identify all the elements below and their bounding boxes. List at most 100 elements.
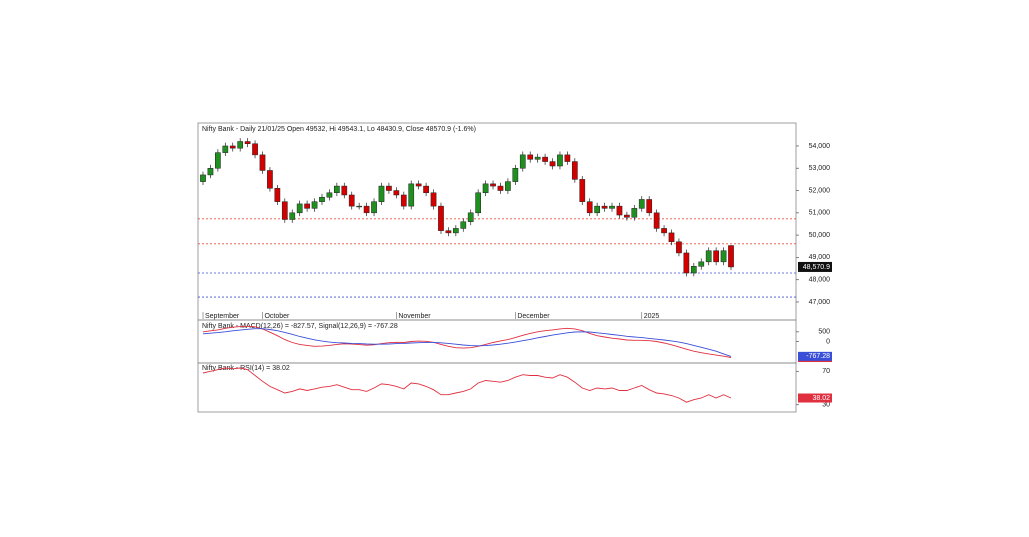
x-tick-label: November (398, 313, 431, 320)
candle-body (713, 250, 719, 263)
candle-body (386, 185, 392, 191)
candle-body (423, 185, 429, 194)
y-tick-label: 50,000 (809, 232, 831, 239)
candle-body (200, 174, 206, 182)
price-title: Nifty Bank - Daily 21/01/25 Open 49532, … (202, 126, 476, 133)
series-line (202, 328, 732, 357)
candle-body (519, 154, 526, 169)
candle-body (668, 232, 675, 243)
candle-body (334, 185, 340, 194)
background (198, 123, 834, 412)
x-tick-label: October (264, 313, 290, 320)
candle-body (624, 214, 630, 218)
candle-body (586, 201, 593, 214)
candle-body (311, 201, 318, 209)
candle-body (319, 196, 325, 202)
candle-body (244, 141, 251, 144)
candle-body (229, 145, 236, 149)
candle-body (631, 208, 638, 218)
candle-body (281, 201, 288, 220)
x-tick-label: December (517, 313, 550, 320)
candle-body (638, 199, 645, 209)
rsi-frame (197, 362, 797, 413)
y-tick-label: 48,000 (809, 277, 831, 284)
candle-body (720, 250, 727, 263)
candle-body (467, 212, 474, 222)
candle-body (356, 205, 363, 208)
y-tick-label: 54,000 (809, 143, 831, 150)
candle-body (296, 203, 303, 214)
candle-body (363, 205, 370, 214)
candle-body (222, 145, 229, 153)
macd-title: Nifty Bank - MACD(12,26) = -827.57, Sign… (202, 323, 398, 330)
candle-body (445, 230, 452, 234)
candle-body (237, 141, 244, 149)
candle-body (527, 154, 534, 160)
candle-body (207, 167, 214, 176)
candle-body (601, 205, 608, 209)
candle-body (341, 185, 348, 196)
rsi-title: Nifty Bank - RSI(14) = 38.02 (202, 365, 290, 372)
candle-body (698, 261, 705, 267)
candle-body (259, 154, 266, 171)
candle-body (646, 199, 653, 214)
last-value-label: -767.28 (806, 353, 830, 360)
y-tick-label: 30 (822, 402, 830, 409)
y-tick-label: 51,000 (809, 210, 831, 217)
candle-body (512, 167, 519, 182)
candle-body (482, 183, 489, 194)
candle-body (534, 156, 541, 160)
y-tick-label: 52,000 (809, 187, 831, 194)
candle-body (728, 245, 734, 268)
candle-body (252, 143, 258, 156)
candle-body (430, 192, 437, 207)
candle-body (549, 161, 556, 167)
candle-body (460, 221, 467, 229)
candle-body (661, 228, 667, 234)
candle-body (267, 170, 273, 189)
candle-body (505, 181, 511, 191)
last-value-box (798, 393, 832, 403)
last-value-label: 38.02 (812, 395, 830, 402)
candle-body (215, 152, 221, 169)
last-price-label: 48,570.9 (803, 264, 830, 271)
candle-body (557, 154, 563, 167)
x-tick-label: 2025 (644, 313, 660, 320)
candle-body (490, 183, 496, 187)
candle-body (415, 183, 422, 187)
candle-body (452, 228, 459, 234)
last-value-box (798, 351, 832, 361)
candle-body (705, 250, 712, 263)
candle-body (393, 190, 400, 196)
candle-body (371, 201, 377, 214)
candle-body (475, 192, 482, 214)
candle-body (571, 161, 578, 180)
last-price-box (798, 261, 832, 272)
candle-body (579, 179, 586, 202)
y-tick-label: 0 (826, 338, 830, 345)
candle-body (676, 241, 682, 254)
series-line (202, 325, 732, 358)
candle-body (274, 188, 281, 202)
candle-body (594, 205, 600, 214)
candle-body (653, 212, 660, 229)
candle-body (348, 194, 355, 207)
x-tick-label: September (205, 313, 240, 320)
candle-body (609, 205, 615, 209)
y-tick-label: 500 (818, 329, 830, 336)
candle-body (438, 205, 444, 231)
candle-body (616, 205, 623, 216)
candle-body (400, 194, 407, 207)
y-tick-label: 47,000 (809, 299, 831, 306)
candle-body (408, 183, 415, 207)
y-tick-label: 49,000 (809, 254, 831, 261)
candle-body (542, 156, 548, 162)
y-tick-label: 70 (822, 368, 830, 375)
candle-body (683, 252, 690, 274)
candle-body (378, 185, 385, 202)
candle-body (497, 185, 504, 191)
candle-body (326, 192, 333, 198)
candle-body (289, 212, 296, 220)
candle-body (690, 266, 697, 274)
